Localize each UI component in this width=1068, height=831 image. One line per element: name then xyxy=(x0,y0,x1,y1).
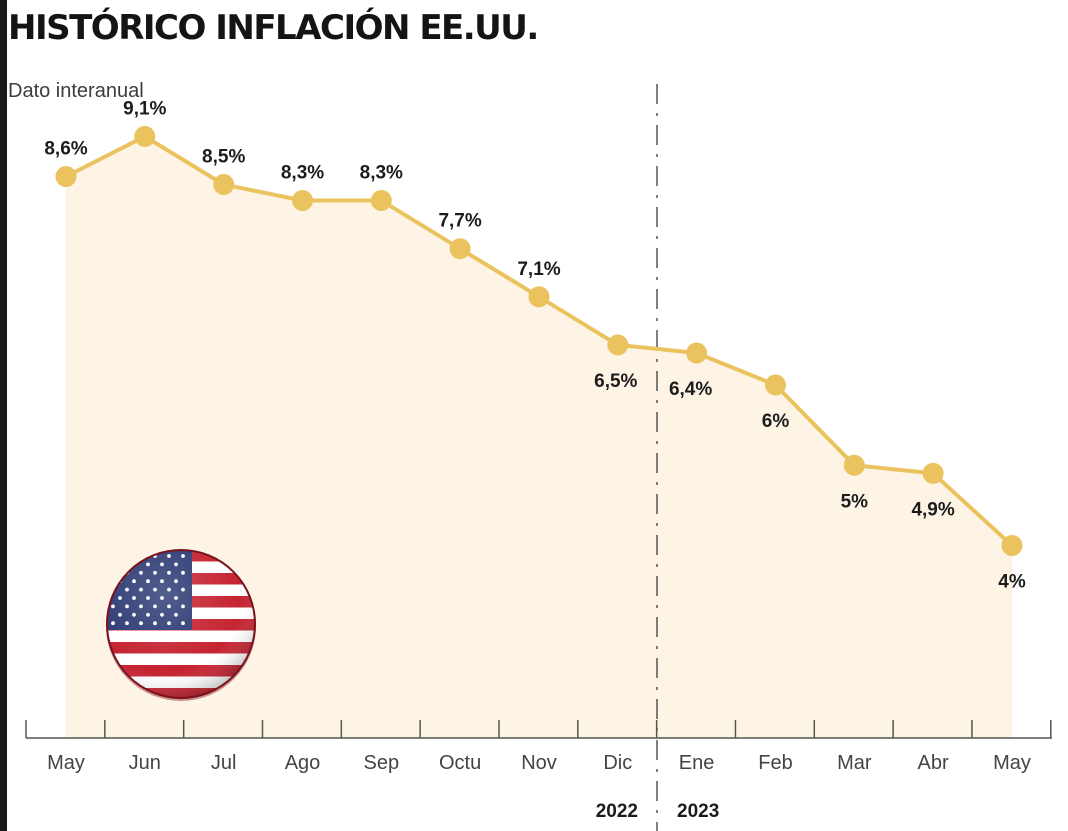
value-label: 5% xyxy=(841,491,869,512)
value-label: 8,5% xyxy=(202,147,245,168)
x-tick-label: May xyxy=(993,752,1031,774)
value-label: 9,1% xyxy=(123,98,166,119)
data-point xyxy=(765,374,786,396)
x-tick-labels: May Jun Jul Ago Sep Octu Nov Dic Ene Feb Mar Abr May xyxy=(47,752,1031,774)
year-label-2023: 2023 xyxy=(677,801,719,822)
value-label: 8,3% xyxy=(281,163,324,184)
data-point xyxy=(607,334,629,356)
x-axis-ticks xyxy=(25,720,1052,738)
value-label: 6,4% xyxy=(669,379,712,400)
us-flag-icon xyxy=(106,549,256,701)
chart-subtitle: Dato interanual xyxy=(8,80,144,102)
x-tick-label: May xyxy=(47,752,85,774)
chart-title: HISTÓRICO INFLACIÓN EE.UU. xyxy=(8,8,539,48)
data-point xyxy=(213,174,235,195)
area-fill xyxy=(66,136,1012,738)
x-tick-label: Abr xyxy=(918,752,949,774)
x-tick-label: Mar xyxy=(837,752,872,774)
data-point xyxy=(528,286,550,308)
value-label: 4% xyxy=(998,572,1026,593)
x-tick-label: Jul xyxy=(211,752,237,774)
data-point xyxy=(922,462,944,484)
x-tick-label: Dic xyxy=(603,752,632,774)
x-tick-label: Feb xyxy=(758,752,792,774)
data-point xyxy=(55,166,77,187)
value-label: 8,3% xyxy=(360,163,403,184)
data-point xyxy=(449,238,471,260)
value-label: 7,7% xyxy=(438,211,481,232)
data-point xyxy=(686,342,708,364)
x-tick-label: Nov xyxy=(521,752,557,774)
value-label: 4,9% xyxy=(911,499,954,520)
left-edge-bar xyxy=(0,0,7,831)
value-label: 6% xyxy=(762,411,790,432)
value-labels: 8,6% 9,1% 8,5% 8,3% 8,3% 7,7% 7,1% 6,5% 6,4% 6% 5%… xyxy=(44,98,1025,592)
data-point xyxy=(843,454,865,476)
data-point xyxy=(292,190,313,211)
value-label: 7,1% xyxy=(517,259,560,280)
value-label: 8,6% xyxy=(44,139,87,160)
x-tick-label: Jun xyxy=(129,752,161,774)
year-label-2022: 2022 xyxy=(596,801,638,822)
data-point xyxy=(1001,535,1023,556)
x-tick-label: Ene xyxy=(679,752,715,774)
data-points xyxy=(55,125,1023,556)
x-tick-label: Ago xyxy=(285,752,321,774)
x-tick-label: Sep xyxy=(364,752,400,774)
data-point xyxy=(134,125,156,147)
data-point xyxy=(370,190,392,211)
x-tick-label: Octu xyxy=(439,752,481,774)
value-label: 6,5% xyxy=(594,371,637,392)
